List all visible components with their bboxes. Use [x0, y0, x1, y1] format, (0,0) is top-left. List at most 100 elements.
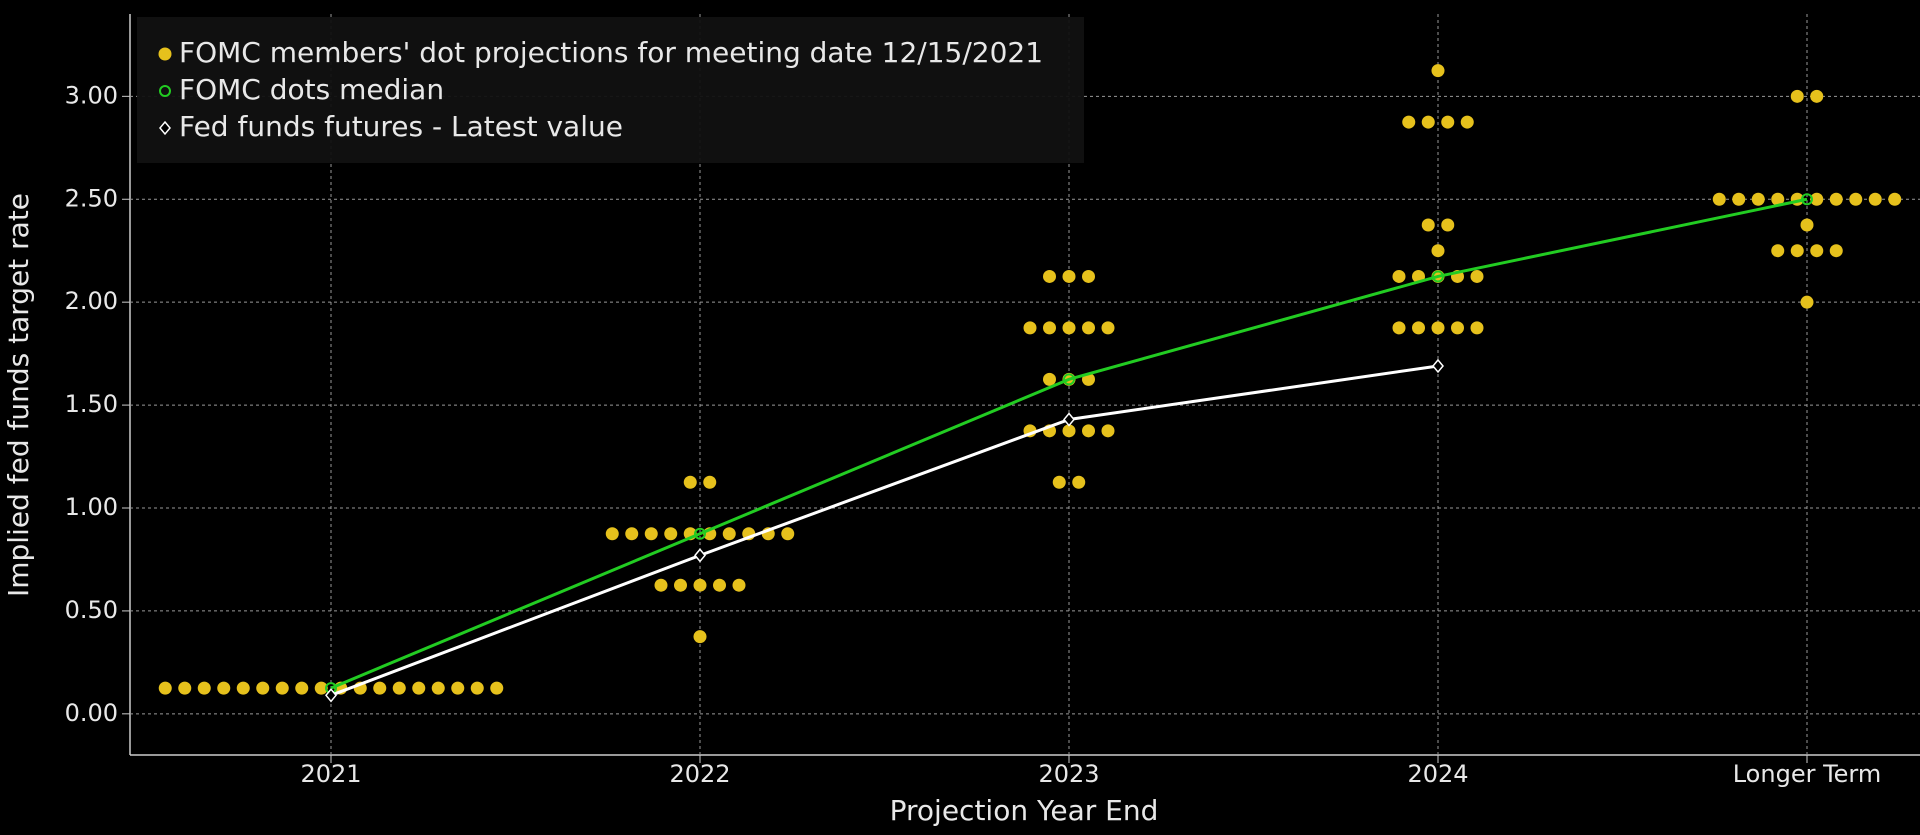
point-diamond	[694, 548, 706, 563]
dot	[644, 527, 658, 541]
y-tick-label: 1.00	[65, 493, 118, 521]
dot	[1062, 269, 1076, 283]
x-axis-label: Projection Year End	[890, 794, 1159, 827]
dot	[197, 681, 211, 695]
dot	[1043, 269, 1056, 283]
dot	[314, 681, 328, 695]
legend-box	[137, 17, 1084, 163]
dot	[1810, 244, 1824, 258]
dot	[392, 681, 406, 695]
dot	[1043, 321, 1056, 335]
dot	[625, 527, 639, 541]
point-diamond	[1432, 358, 1444, 374]
dot	[703, 475, 717, 489]
dot	[431, 681, 445, 695]
point-circle	[694, 527, 706, 540]
dot	[1082, 321, 1095, 335]
dot	[1392, 321, 1406, 335]
dot	[1412, 321, 1425, 335]
point-diamond	[1063, 412, 1075, 427]
dot	[674, 578, 687, 592]
dot	[1800, 295, 1814, 309]
dot	[654, 578, 668, 592]
dot	[1062, 321, 1076, 335]
y-axis-label: Implied fed funds target rate	[2, 193, 35, 597]
dot	[1431, 64, 1445, 78]
dot	[1052, 475, 1066, 489]
dot	[1771, 192, 1785, 206]
legend-marker	[159, 120, 171, 136]
dot	[1043, 372, 1056, 386]
x-tick-label: 2024	[1407, 760, 1468, 788]
dot	[256, 681, 270, 695]
dot	[1810, 89, 1824, 103]
dot	[1470, 269, 1484, 283]
dot	[1800, 218, 1814, 232]
y-tick-label: 0.00	[65, 699, 118, 727]
dot	[713, 578, 726, 592]
dot	[412, 681, 426, 695]
legend-marker	[158, 47, 172, 61]
dot	[605, 527, 619, 541]
legend-marker	[159, 85, 171, 97]
legend-label: FOMC members' dot projections for meetin…	[179, 36, 1043, 69]
dot	[1392, 269, 1406, 283]
dot	[1101, 424, 1115, 438]
dot	[158, 681, 172, 695]
dot	[1810, 192, 1824, 206]
point-circle	[1063, 373, 1075, 386]
dot	[1421, 218, 1435, 232]
legend-label: Fed funds futures - Latest value	[179, 110, 623, 143]
dot	[781, 527, 795, 541]
dot	[1431, 321, 1445, 335]
dot	[693, 578, 707, 592]
y-tick-label: 2.50	[65, 184, 118, 212]
dot	[1072, 475, 1086, 489]
dot	[1732, 192, 1746, 206]
dot	[1868, 192, 1882, 206]
dot	[1101, 321, 1115, 335]
y-tick-label: 1.50	[65, 390, 118, 418]
y-tick-label: 0.50	[65, 596, 118, 624]
dot	[1790, 89, 1804, 103]
point-circle	[1801, 193, 1813, 206]
line-diamond	[330, 364, 1439, 697]
dot	[1421, 115, 1435, 129]
dot	[1082, 269, 1095, 283]
dot	[1712, 192, 1726, 206]
dot	[1751, 192, 1765, 206]
dot	[373, 681, 387, 695]
x-tick-label: 2023	[1038, 760, 1099, 788]
dot	[1888, 192, 1902, 206]
line-circle	[330, 197, 1808, 690]
x-tick-label: Longer Term	[1733, 760, 1882, 788]
dot	[275, 681, 289, 695]
dot	[1829, 192, 1843, 206]
dot	[1771, 244, 1785, 258]
dot	[1402, 115, 1416, 129]
dot	[1460, 115, 1474, 129]
dot	[1441, 218, 1455, 232]
dot	[178, 681, 192, 695]
dot	[1470, 321, 1484, 335]
dot	[236, 681, 250, 695]
point-circle	[1432, 270, 1444, 283]
dot	[1441, 115, 1455, 129]
dot	[470, 681, 484, 695]
dot	[1082, 424, 1095, 438]
dot	[490, 681, 504, 695]
dot	[732, 578, 746, 592]
dot	[1790, 244, 1804, 258]
dot	[722, 527, 736, 541]
dot	[1451, 321, 1464, 335]
dot	[1431, 244, 1445, 258]
dot	[693, 630, 707, 644]
dot	[683, 475, 697, 489]
dot	[1023, 321, 1037, 335]
dot	[664, 527, 678, 541]
y-tick-label: 3.00	[65, 81, 118, 109]
dot	[451, 681, 465, 695]
legend-label: FOMC dots median	[179, 73, 444, 106]
dot	[295, 681, 309, 695]
